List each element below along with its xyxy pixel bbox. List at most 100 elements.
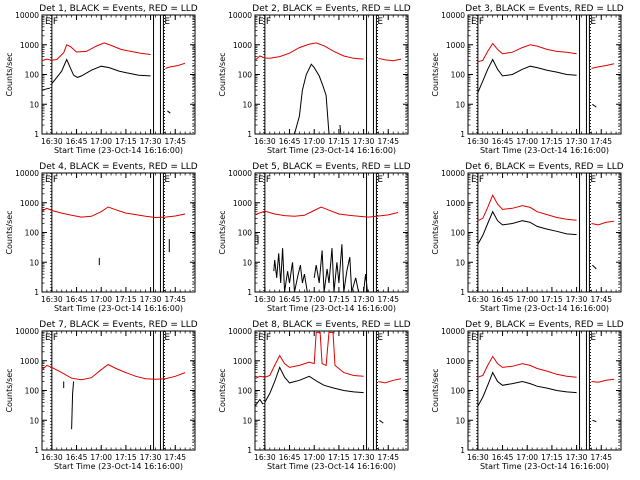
x-tick-label: 17:15 bbox=[541, 137, 563, 146]
y-tick-label: 1 bbox=[34, 288, 39, 297]
panel-det-3: Det 3, BLACK = Events, RED = LLD 1 10 100 10… bbox=[431, 4, 624, 155]
region-marker: E bbox=[471, 175, 477, 185]
panel-det-1: Det 1, BLACK = Events, RED = LLD 1 10 100 10… bbox=[5, 4, 198, 155]
x-tick-label: 16:45 bbox=[66, 453, 88, 462]
y-tick-label: 10000 bbox=[15, 11, 39, 20]
series-segment bbox=[255, 398, 264, 407]
x-tick-label: 16:30 bbox=[254, 295, 276, 304]
y-tick-label: 1000 bbox=[446, 199, 465, 208]
x-tick-label: 17:30 bbox=[353, 137, 375, 146]
region-marker: F bbox=[266, 17, 271, 27]
x-tick-label: 16:30 bbox=[41, 295, 63, 304]
x-tick-label: 17:30 bbox=[140, 295, 162, 304]
x-tick-label: 17:00 bbox=[516, 295, 538, 304]
x-tick-label: 17:45 bbox=[590, 137, 612, 146]
x-tick-label: 17:15 bbox=[115, 453, 137, 462]
y-tick-label: 10 bbox=[242, 258, 252, 267]
x-tick-label: 17:00 bbox=[90, 453, 112, 462]
y-tick-label: 1 bbox=[247, 446, 252, 455]
x-tick-label: 17:30 bbox=[140, 453, 162, 462]
series-segment bbox=[592, 103, 597, 108]
series-lld-red bbox=[477, 42, 615, 69]
series-events-black bbox=[257, 235, 368, 292]
series-segment bbox=[591, 220, 615, 226]
x-tick-label: 17:15 bbox=[115, 295, 137, 304]
x-tick-label: 16:30 bbox=[254, 137, 276, 146]
y-tick-label: 1000 bbox=[20, 199, 39, 208]
chart-title: Det 2, BLACK = Events, RED = LLD bbox=[252, 4, 411, 14]
chart-title: Det 5, BLACK = Events, RED = LLD bbox=[252, 162, 411, 172]
series-segment bbox=[42, 87, 51, 91]
x-axis-label: Start Time (23-Oct-14 16:16:00) bbox=[267, 146, 396, 155]
y-tick-label: 10 bbox=[29, 416, 39, 425]
chart-title: Det 3, BLACK = Events, RED = LLD bbox=[465, 4, 624, 14]
x-tick-label: 17:45 bbox=[590, 295, 612, 304]
series-segment bbox=[71, 381, 75, 430]
series-lld-red bbox=[255, 331, 402, 384]
y-tick-label: 1 bbox=[460, 288, 465, 297]
y-tick-label: 10 bbox=[29, 258, 39, 267]
x-axis-label: Start Time (23-Oct-14 16:16:00) bbox=[54, 146, 183, 155]
y-axis-label: Counts/sec bbox=[5, 52, 14, 96]
x-tick-label: 17:15 bbox=[328, 295, 350, 304]
y-tick-label: 10000 bbox=[228, 327, 252, 336]
x-tick-label: 17:30 bbox=[353, 295, 375, 304]
y-tick-label: 1000 bbox=[446, 41, 465, 50]
series-segment bbox=[477, 355, 577, 378]
series-segment bbox=[378, 378, 402, 384]
x-tick-label: 17:15 bbox=[541, 295, 563, 304]
x-axis-label: Start Time (23-Oct-14 16:16:00) bbox=[480, 146, 609, 155]
series-lld-red bbox=[255, 206, 399, 218]
x-tick-label: 17:30 bbox=[353, 453, 375, 462]
y-tick-label: 100 bbox=[25, 71, 40, 80]
y-tick-label: 10 bbox=[455, 416, 465, 425]
x-tick-label: 16:30 bbox=[467, 453, 489, 462]
series-segment bbox=[167, 110, 171, 114]
series-segment bbox=[378, 57, 402, 62]
region-marker: E bbox=[164, 333, 170, 343]
series-segment bbox=[363, 274, 368, 292]
series-segment bbox=[339, 124, 342, 134]
region-marker: E bbox=[45, 17, 51, 27]
panel-det-7: Det 7, BLACK = Events, RED = LLD 1 10 100 10… bbox=[5, 320, 198, 471]
y-tick-label: 100 bbox=[25, 387, 40, 396]
y-tick-label: 1000 bbox=[446, 357, 465, 366]
x-tick-label: 17:15 bbox=[328, 137, 350, 146]
x-tick-label: 16:45 bbox=[66, 295, 88, 304]
series-events-black bbox=[294, 63, 342, 134]
region-marker: E bbox=[377, 175, 383, 185]
series-segment bbox=[165, 62, 186, 69]
x-axis-label: Start Time (23-Oct-14 16:16:00) bbox=[54, 462, 183, 471]
x-tick-label: 16:45 bbox=[492, 137, 514, 146]
series-segment bbox=[477, 210, 577, 245]
plot-area bbox=[476, 173, 620, 292]
y-tick-label: 1 bbox=[34, 130, 39, 139]
y-tick-label: 10 bbox=[242, 100, 252, 109]
y-axis-label: Counts/sec bbox=[218, 52, 227, 96]
region-marker: F bbox=[479, 333, 484, 343]
panel-det-8: Det 8, BLACK = Events, RED = LLD 1 10 100 10… bbox=[218, 320, 411, 471]
y-tick-label: 1 bbox=[460, 130, 465, 139]
x-tick-label: 17:00 bbox=[90, 295, 112, 304]
panel-det-5: Det 5, BLACK = Events, RED = LLD 1 10 100 10… bbox=[218, 162, 411, 313]
y-tick-label: 1000 bbox=[233, 41, 252, 50]
region-marker: E bbox=[377, 333, 383, 343]
y-axis-label: Counts/sec bbox=[5, 368, 14, 412]
y-tick-label: 10000 bbox=[15, 169, 39, 178]
y-tick-label: 1 bbox=[34, 446, 39, 455]
plot-area bbox=[255, 15, 407, 134]
region-marker: E bbox=[471, 333, 477, 343]
y-axis-label: Counts/sec bbox=[431, 210, 440, 254]
x-tick-label: 16:45 bbox=[66, 137, 88, 146]
y-tick-label: 1 bbox=[247, 288, 252, 297]
series-segment bbox=[592, 264, 597, 270]
series-events-black bbox=[63, 381, 75, 430]
series-segment bbox=[255, 331, 364, 380]
plot-area bbox=[255, 173, 407, 292]
panel-det-2: Det 2, BLACK = Events, RED = LLD 1 10 100 10… bbox=[218, 4, 411, 155]
y-axis-label: Counts/sec bbox=[431, 52, 440, 96]
chart-title: Det 9, BLACK = Events, RED = LLD bbox=[465, 320, 624, 330]
y-tick-label: 1000 bbox=[20, 357, 39, 366]
panel-det-6: Det 6, BLACK = Events, RED = LLD 1 10 100 10… bbox=[431, 162, 624, 313]
region-marker: E bbox=[45, 333, 51, 343]
